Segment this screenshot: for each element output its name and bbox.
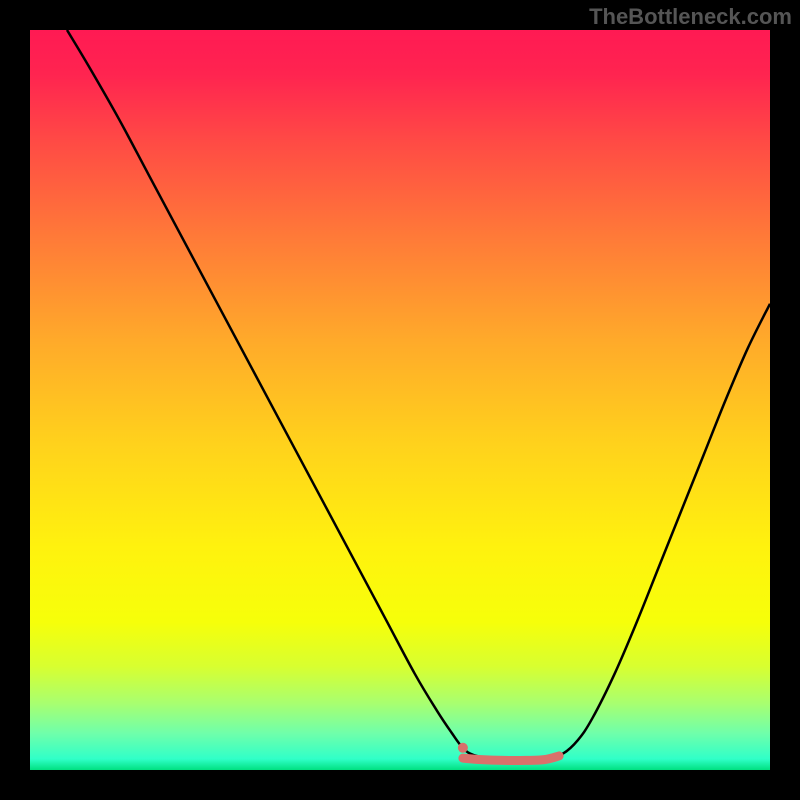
- optimal-range-segment: [463, 756, 559, 761]
- plot-background: [30, 30, 770, 770]
- plot-svg: [30, 30, 770, 770]
- chart-container: TheBottleneck.com: [0, 0, 800, 800]
- optimal-point-marker: [458, 743, 468, 753]
- watermark-text: TheBottleneck.com: [589, 4, 792, 30]
